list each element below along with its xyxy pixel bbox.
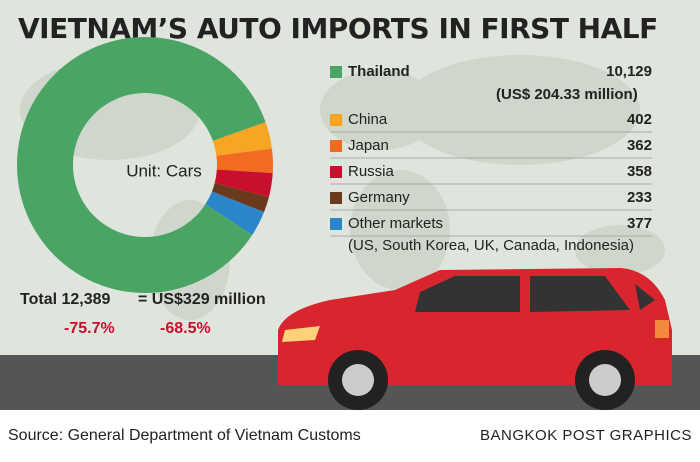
legend-swatch	[330, 218, 342, 230]
legend-label: China	[348, 111, 388, 128]
legend-swatch	[330, 166, 342, 178]
value-label: 402	[627, 111, 652, 128]
legend-label: Japan	[348, 137, 389, 154]
value-label: 377	[627, 215, 652, 232]
annotation: (US$ 204.33 million)	[496, 86, 638, 103]
source: Source: General Department of Vietnam Cu…	[8, 427, 361, 444]
donut-slice	[212, 122, 272, 156]
legend-swatch	[330, 192, 342, 204]
total-change: -75.7%	[64, 320, 115, 337]
chart-title: VIETNAM’S AUTO IMPORTS IN FIRST HALF	[18, 12, 658, 45]
legend-label: Thailand	[348, 63, 410, 80]
donut-slice	[205, 191, 265, 235]
value-label: 233	[627, 189, 652, 206]
legend-label: Other markets	[348, 215, 443, 232]
value-change: -68.5%	[160, 320, 211, 337]
donut-slice	[17, 37, 266, 294]
value-label: 10,129	[606, 63, 652, 80]
legend-swatch	[330, 140, 342, 152]
total-value: = US$329 million	[138, 291, 266, 308]
value-label: 362	[627, 137, 652, 154]
donut-slice	[214, 169, 273, 198]
legend-label: Germany	[348, 189, 410, 206]
legend-label: Russia	[348, 163, 395, 180]
unit-label: Unit: Cars	[126, 161, 202, 180]
footer	[0, 410, 700, 457]
annotation: (US, South Korea, UK, Canada, Indonesia)	[348, 237, 634, 254]
total: Total 12,389	[20, 291, 111, 308]
value-label: 358	[627, 163, 652, 180]
donut-slice	[211, 183, 269, 213]
car	[278, 268, 672, 410]
credit: BANGKOK POST GRAPHICS	[480, 427, 692, 444]
legend-swatch	[330, 114, 342, 126]
donut	[17, 37, 273, 294]
legend-swatch	[330, 66, 342, 78]
donut-slice	[216, 148, 273, 174]
